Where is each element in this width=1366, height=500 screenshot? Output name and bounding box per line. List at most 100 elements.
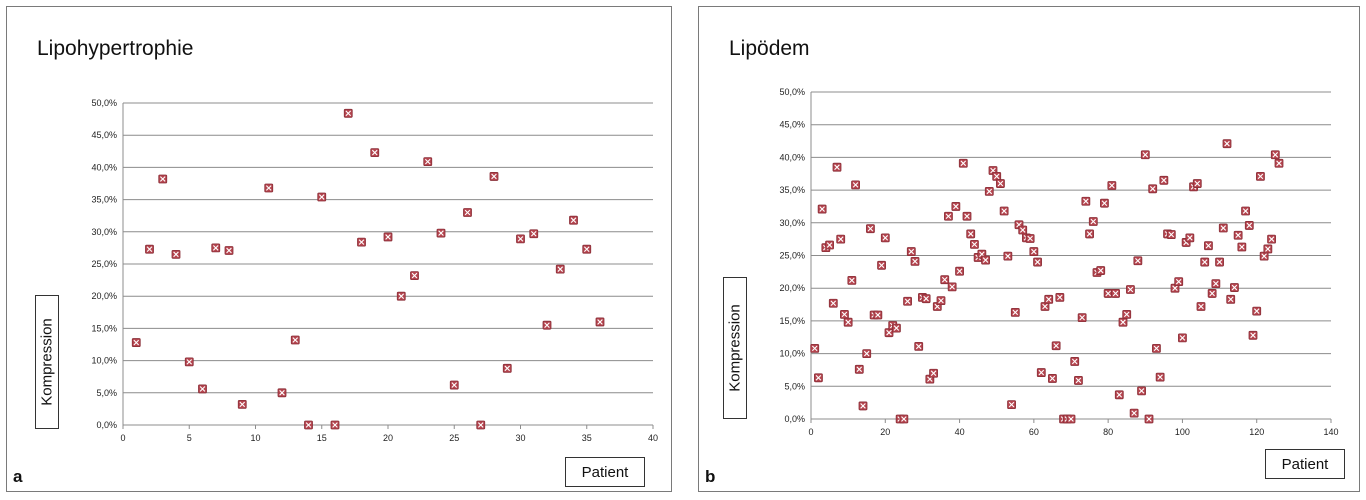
y-tick-label: 35,0%	[91, 195, 117, 205]
chart-title: Lipödem	[729, 37, 810, 60]
data-point	[910, 256, 920, 266]
data-point	[1185, 233, 1195, 243]
data-point	[1111, 289, 1120, 298]
data-point	[131, 338, 141, 347]
data-point	[1152, 343, 1161, 353]
data-point	[914, 342, 924, 351]
x-axis-label-box: Patient	[1265, 449, 1345, 479]
data-point	[1274, 158, 1284, 168]
x-axis-label: Patient	[581, 463, 629, 481]
y-tick-label: 30,0%	[91, 227, 117, 237]
chart-panel-b: Lipödem Kompression Patient b 0,0% 5,0% 10…	[698, 6, 1360, 492]
data-point	[1178, 333, 1187, 343]
data-point	[1100, 198, 1109, 208]
data-point	[1133, 256, 1143, 266]
data-point	[171, 249, 181, 259]
data-point	[981, 255, 990, 265]
data-point	[1033, 257, 1042, 267]
data-point	[970, 239, 979, 249]
data-point	[892, 323, 901, 333]
y-tick-label: 25,0%	[779, 251, 805, 261]
data-point	[958, 158, 968, 168]
data-point	[502, 363, 512, 373]
data-point	[880, 233, 890, 243]
data-point	[582, 244, 592, 254]
data-point	[1159, 175, 1169, 185]
x-tick-label: 120	[1249, 427, 1264, 437]
y-tick-label: 40,0%	[779, 152, 805, 162]
data-point	[1174, 277, 1184, 287]
data-point	[843, 317, 853, 327]
data-point	[1126, 285, 1135, 294]
data-point	[357, 237, 366, 247]
data-point	[1044, 294, 1054, 304]
data-point	[1222, 139, 1232, 149]
y-tick-label: 5,0%	[784, 381, 805, 391]
data-point	[828, 298, 838, 308]
panel-label: b	[705, 467, 716, 486]
y-tick-label: 0,0%	[96, 420, 117, 430]
data-point	[1007, 400, 1016, 410]
data-point	[1211, 279, 1221, 289]
data-point	[370, 148, 380, 157]
data-point	[1155, 372, 1165, 382]
data-point	[1270, 150, 1280, 160]
data-point	[436, 228, 446, 238]
data-point	[1241, 206, 1250, 216]
x-axis-label-box: Patient	[565, 457, 645, 487]
data-point	[1204, 241, 1213, 251]
data-point	[851, 180, 860, 190]
data-point	[343, 108, 353, 118]
data-point	[449, 380, 459, 390]
data-point	[476, 420, 486, 430]
data-point	[825, 240, 834, 250]
data-point	[1218, 223, 1228, 233]
data-point	[410, 271, 419, 280]
data-point	[555, 264, 565, 274]
data-point	[542, 320, 552, 330]
x-tick-label: 10	[250, 433, 260, 443]
data-point	[999, 206, 1009, 216]
data-point	[1029, 247, 1039, 256]
data-point	[1207, 289, 1217, 298]
data-point	[1036, 368, 1046, 377]
data-point	[1237, 242, 1247, 252]
data-point	[489, 172, 499, 181]
data-point	[304, 420, 313, 430]
data-point	[1107, 181, 1117, 190]
x-tick-label: 25	[449, 433, 459, 443]
data-point	[840, 309, 849, 319]
x-tick-label: 20	[383, 433, 393, 443]
data-point	[317, 192, 327, 202]
scatter-plot-b: 0,0% 5,0% 10,0% 15,0% 20,0% 25,0% 30,0% 35,0% 40…	[779, 87, 1338, 437]
data-point	[984, 187, 994, 196]
y-tick-label: 20,0%	[91, 291, 117, 301]
data-point	[903, 296, 912, 306]
data-point	[529, 229, 539, 239]
data-point	[906, 247, 916, 256]
y-tick-label: 45,0%	[91, 130, 117, 140]
data-point	[1244, 221, 1254, 230]
data-point	[237, 399, 247, 409]
x-tick-label: 15	[317, 433, 327, 443]
data-point	[832, 162, 842, 172]
data-point	[1230, 283, 1239, 292]
data-point	[1010, 307, 1020, 317]
data-point	[929, 368, 938, 378]
data-point	[1122, 309, 1132, 319]
data-point	[992, 171, 1002, 181]
y-tick-label: 10,0%	[779, 349, 805, 359]
data-point	[810, 343, 820, 353]
data-point	[145, 244, 154, 254]
x-tick-label: 0	[808, 427, 813, 437]
data-point	[383, 232, 393, 242]
y-tick-label: 0,0%	[784, 414, 805, 424]
data-point	[158, 174, 168, 184]
x-tick-label: 0	[120, 433, 125, 443]
data-point	[817, 204, 827, 214]
data-point	[1055, 292, 1065, 302]
data-point	[921, 294, 931, 304]
data-point	[184, 357, 194, 367]
data-point	[1048, 374, 1057, 383]
x-tick-label: 35	[582, 433, 592, 443]
